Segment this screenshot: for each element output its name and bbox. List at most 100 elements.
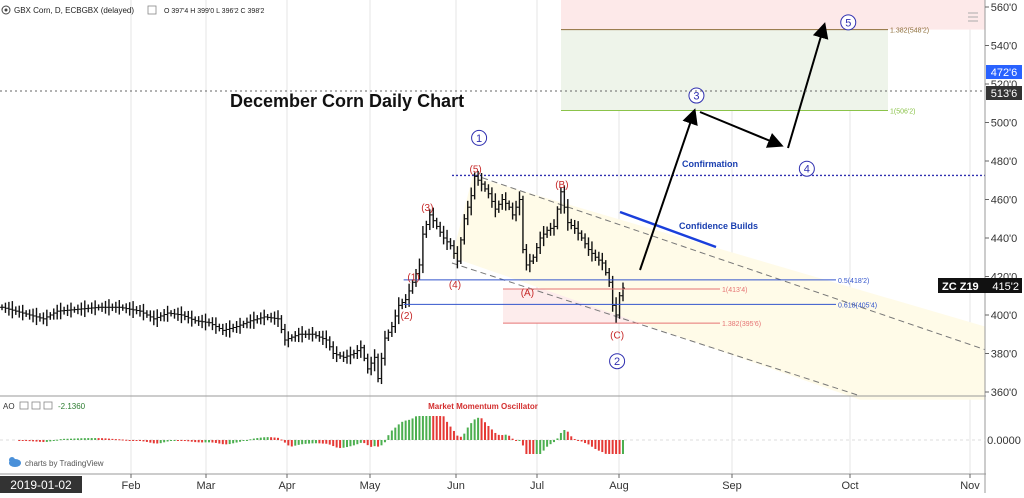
wave-label-red: (1) <box>407 273 419 284</box>
osc-bar <box>435 416 438 440</box>
osc-bar <box>283 440 286 443</box>
osc-bar <box>570 436 573 440</box>
osc-bar <box>228 440 231 445</box>
osc-bar <box>301 440 304 445</box>
wave-label-red: (3) <box>421 203 433 214</box>
osc-bar <box>25 440 28 441</box>
current-symbol-label: ZC Z19 <box>942 281 979 293</box>
osc-bar <box>587 440 590 445</box>
wave-label-red: (C) <box>610 330 624 341</box>
fib-label: 0.618(405'4) <box>838 302 877 309</box>
osc-bar <box>553 440 555 443</box>
osc-bar <box>252 438 255 440</box>
osc-title: Market Momentum Oscillator <box>428 402 538 411</box>
fib-label: 1.382(395'6) <box>722 321 761 328</box>
osc-bar <box>273 437 276 440</box>
osc-bar <box>577 440 580 441</box>
osc-bar <box>201 440 204 443</box>
osc-bar <box>542 440 545 451</box>
x-tick-label: Nov <box>960 480 980 492</box>
osc-bar <box>218 440 221 444</box>
badge-513-label: 513'6 <box>991 88 1018 100</box>
osc-bar <box>18 440 21 441</box>
osc-bar <box>163 440 166 443</box>
osc-bar <box>194 440 197 443</box>
osc-bar <box>332 440 335 447</box>
osc-bar <box>128 440 131 441</box>
header-eye-icon[interactable] <box>1 5 11 15</box>
osc-bar <box>311 440 314 444</box>
wave-circle <box>609 353 626 370</box>
osc-bar <box>408 419 411 440</box>
osc-bar <box>359 440 362 443</box>
osc-bar <box>539 440 542 454</box>
osc-bar <box>197 440 200 443</box>
x-tick-label: Jul <box>530 480 544 492</box>
osc-bar <box>304 440 307 444</box>
wave-label-red: (B) <box>555 180 568 191</box>
osc-bar <box>566 431 569 440</box>
x-tick-label: Aug <box>609 480 629 492</box>
osc-bar <box>387 435 390 440</box>
y-tick-label: 540'0 <box>991 41 1018 53</box>
osc-bar <box>59 439 62 441</box>
osc-bar <box>118 439 121 441</box>
osc-bar <box>290 440 293 447</box>
osc-bar <box>21 440 24 441</box>
chart-title: December Corn Daily Chart <box>230 91 464 111</box>
osc-bar <box>266 437 269 440</box>
osc-bar <box>515 440 518 441</box>
y-tick-label: 380'0 <box>991 349 1018 361</box>
osc-bar <box>214 440 217 443</box>
osc-bar <box>97 438 100 440</box>
osc-bar <box>394 427 397 440</box>
osc-bar <box>580 440 583 442</box>
osc-bar <box>370 440 373 447</box>
osc-bar <box>615 440 618 454</box>
wave-circle <box>688 87 705 104</box>
wave-circle <box>471 129 488 146</box>
osc-bar <box>622 440 624 454</box>
wave-label-red: (4) <box>449 280 461 291</box>
osc-bar <box>328 440 331 445</box>
current-price-badge: ZC Z19 415'2 <box>938 278 1022 293</box>
osc-bar <box>259 437 262 440</box>
osc-bar <box>139 440 141 441</box>
header-toolbar-icons[interactable] <box>147 5 157 15</box>
price-axis-bg <box>986 0 1024 493</box>
osc-bar <box>256 438 259 440</box>
osc-bar <box>70 438 72 440</box>
osc-bar <box>173 440 176 441</box>
fib-label: 0.5(418'2) <box>838 278 869 285</box>
osc-bar <box>604 440 607 454</box>
start-date-badge: 2019-01-02 <box>0 476 82 493</box>
settings-icon[interactable] <box>968 12 978 22</box>
osc-bar <box>277 437 279 440</box>
osc-bar <box>28 440 31 442</box>
osc-bar <box>511 438 514 440</box>
osc-bar <box>297 440 300 445</box>
osc-bar <box>473 419 476 440</box>
osc-bar <box>187 440 190 442</box>
osc-name: AO <box>3 402 15 411</box>
osc-bar <box>80 438 83 440</box>
wave-label-blue: 5 <box>845 17 851 29</box>
osc-bar <box>428 416 431 440</box>
osc-bar <box>373 440 376 447</box>
confidence-trendline <box>619 210 717 249</box>
y-tick-label: 480'0 <box>991 156 1018 168</box>
osc-bar <box>380 440 383 446</box>
y-tick-label: 500'0 <box>991 118 1018 130</box>
osc-bar <box>573 439 576 441</box>
osc-bar <box>49 440 52 442</box>
osc-bar <box>280 439 283 441</box>
projection-arrow <box>639 108 698 271</box>
osc-bar <box>235 440 238 443</box>
osc-bar <box>532 440 535 454</box>
osc-bar <box>390 430 393 440</box>
osc-bar <box>528 440 531 454</box>
osc-eye-icon[interactable] <box>19 401 53 410</box>
osc-bar <box>335 440 338 448</box>
osc-value: -2.1360 <box>58 402 86 411</box>
osc-bar <box>42 440 45 443</box>
